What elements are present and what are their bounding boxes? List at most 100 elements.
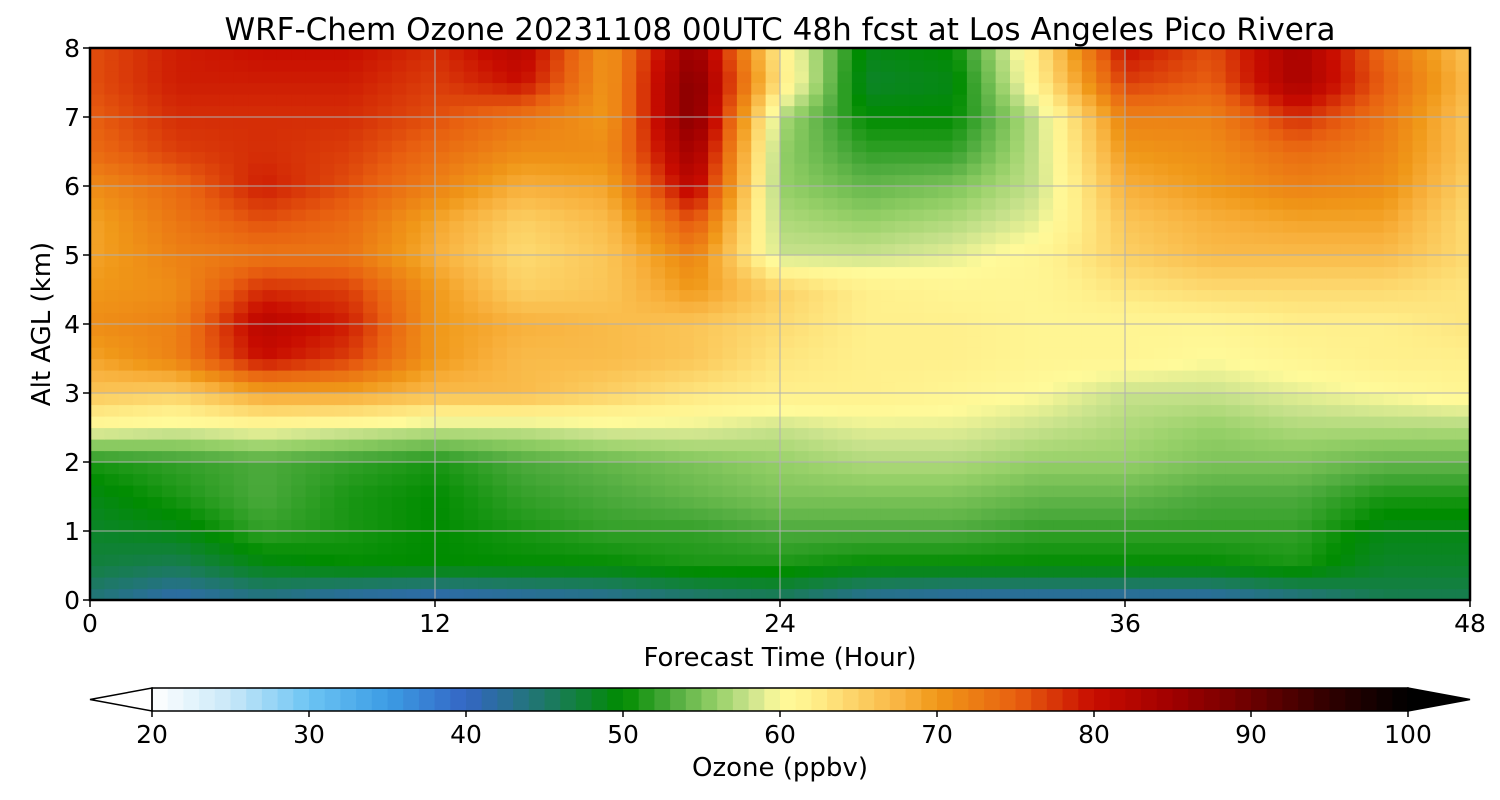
heatmap-cell [1125,358,1140,371]
heatmap-cell [161,209,177,222]
heatmap-cell [837,450,853,463]
heatmap-cell [909,427,925,440]
heatmap-cell [391,140,407,153]
heatmap-cell [1096,531,1112,544]
heatmap-cell [478,209,494,222]
heatmap-cell [133,450,149,463]
heatmap-cell [621,347,637,360]
heatmap-cell [521,404,537,417]
heatmap-cell [880,381,896,394]
heatmap-cell [1369,220,1385,233]
heatmap-cell [1096,577,1112,590]
heatmap-cell [650,209,666,222]
heatmap-cell [320,174,335,187]
heatmap-cell [1125,588,1140,601]
heatmap-cell [909,151,925,164]
heatmap-cell [650,186,666,199]
heatmap-cell [923,105,939,118]
heatmap-cell [837,358,853,371]
heatmap-cell [190,71,206,84]
heatmap-cell [1369,266,1385,279]
heatmap-cell [133,105,149,118]
heatmap-cell [966,473,982,486]
heatmap-cell [1053,404,1069,417]
heatmap-cell [1010,393,1025,406]
heatmap-cell [1010,59,1025,72]
heatmap-cell [276,301,292,314]
heatmap-cell [435,151,450,164]
heatmap-cell [895,450,910,463]
heatmap-cell [147,381,163,394]
heatmap-cell [1455,186,1471,199]
heatmap-cell [219,266,235,279]
heatmap-cell [435,496,450,509]
heatmap-cell [780,473,795,486]
heatmap-cell [765,59,781,72]
heatmap-cell [363,220,379,233]
heatmap-cell [1081,588,1097,601]
heatmap-cell [679,312,695,325]
heatmap-cell [521,117,537,130]
heatmap-cell [420,335,436,348]
heatmap-cell [650,473,666,486]
heatmap-cell [1355,393,1370,406]
heatmap-cell [1383,174,1399,187]
heatmap-cell [1455,105,1471,118]
heatmap-cell [880,508,896,521]
heatmap-cell [406,450,422,463]
heatmap-cell [118,381,134,394]
heatmap-cell [377,416,393,429]
heatmap-cell [1211,174,1227,187]
heatmap-cell [952,255,968,268]
heatmap-cell [952,301,968,314]
heatmap-cell [161,393,177,406]
heatmap-cell [1326,71,1342,84]
heatmap-cell [133,496,149,509]
heatmap-cell [463,94,479,107]
heatmap-cell [1412,496,1428,509]
heatmap-cell [1182,554,1198,567]
heatmap-cell [909,508,925,521]
heatmap-cell [406,301,422,314]
heatmap-cell [1225,347,1241,360]
heatmap-cell [377,531,393,544]
heatmap-cell [248,151,264,164]
heatmap-cell [521,289,537,302]
heatmap-cell [1225,48,1241,61]
heatmap-cell [535,140,551,153]
heatmap-cell [736,48,752,61]
heatmap-cell [435,508,450,521]
heatmap-cell [435,117,450,130]
colorbar-segment [732,688,750,711]
heatmap-cell [708,462,724,475]
heatmap-cell [1024,197,1040,210]
heatmap-cell [291,324,307,337]
heatmap-cell [679,439,695,452]
heatmap-cell [650,220,666,233]
heatmap-cell [506,289,522,302]
heatmap-cell [1053,554,1069,567]
heatmap-cell [621,404,637,417]
heatmap-cell [147,542,163,555]
x-tick-label: 24 [764,609,796,638]
heatmap-cell [952,508,968,521]
heatmap-cell [607,565,623,578]
heatmap-cell [550,519,565,532]
heatmap-cell [1168,427,1184,440]
heatmap-cell [1096,140,1112,153]
heatmap-cell [463,59,479,72]
heatmap-cell [1053,71,1069,84]
heatmap-cell [808,186,824,199]
heatmap-cell [276,462,292,475]
heatmap-cell [449,209,465,222]
heatmap-cell [923,151,939,164]
heatmap-cell [607,519,623,532]
heatmap-cell [1268,393,1284,406]
heatmap-cell [564,174,580,187]
heatmap-cell [506,565,522,578]
heatmap-cell [751,542,767,555]
heatmap-cell [334,255,350,268]
heatmap-cell [1383,427,1399,440]
heatmap-cell [909,163,925,176]
heatmap-cell [1211,370,1227,383]
